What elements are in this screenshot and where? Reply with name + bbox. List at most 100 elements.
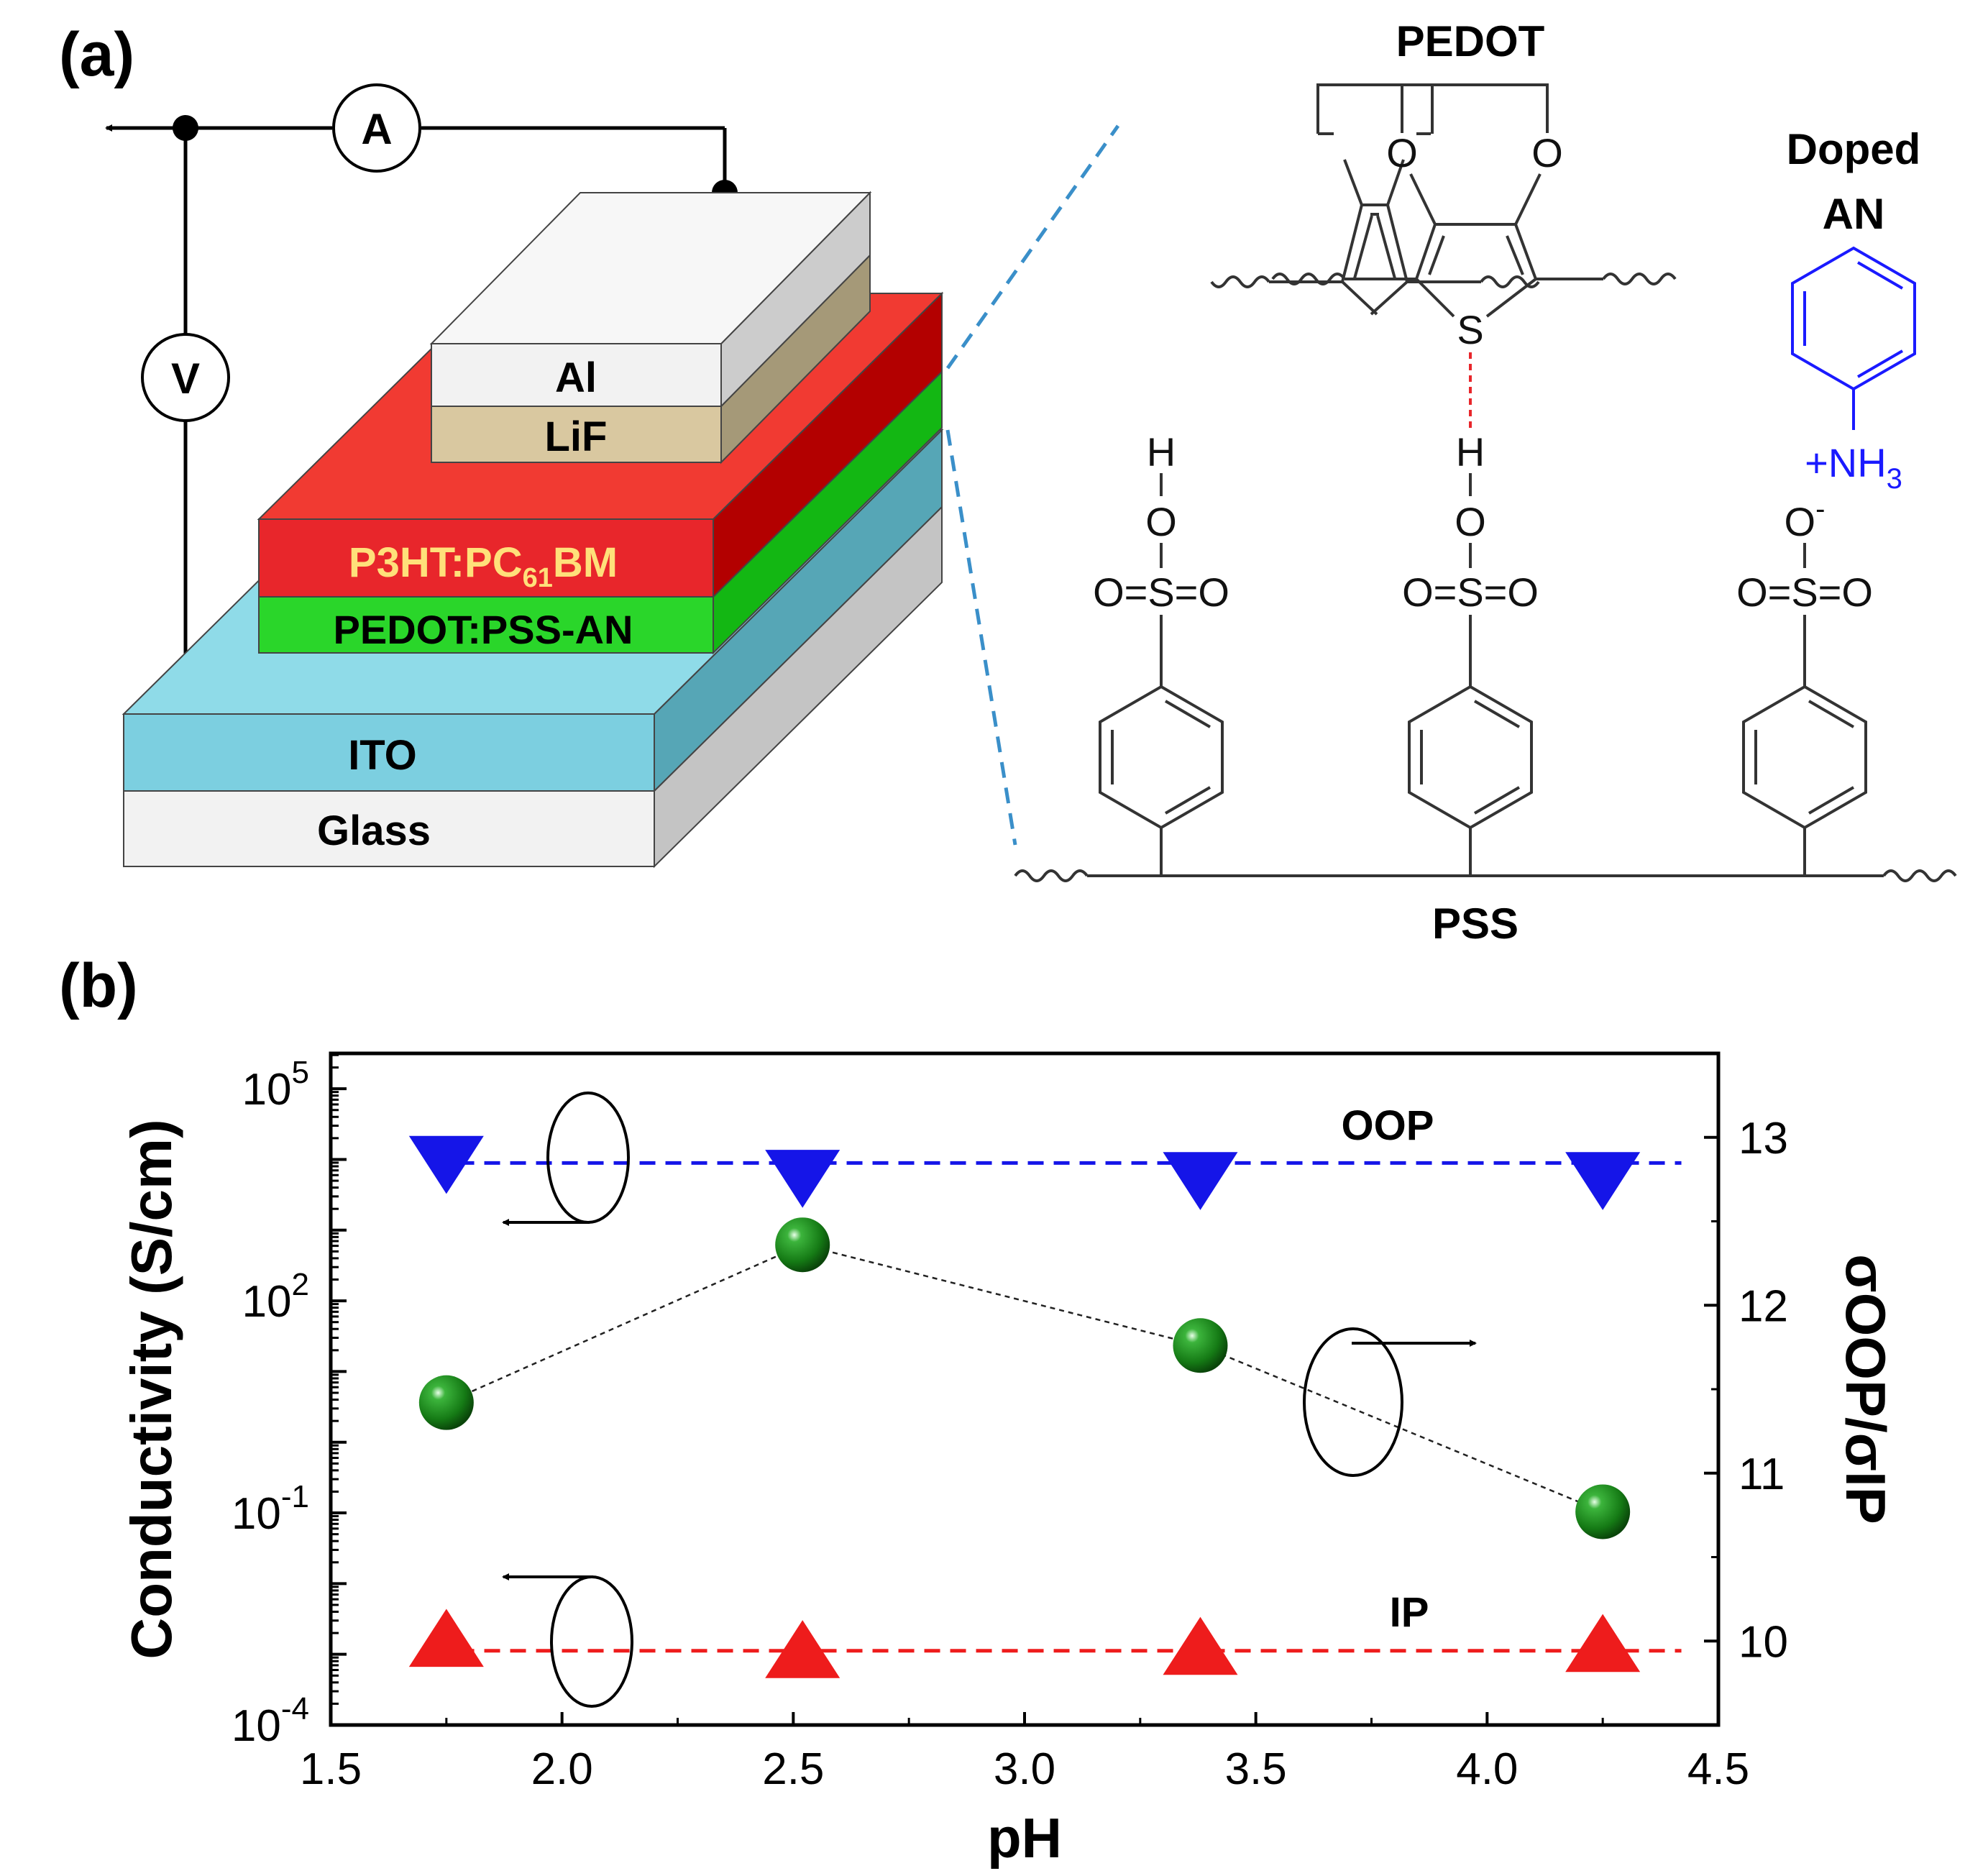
x-tick-label: 1.5 bbox=[300, 1744, 362, 1794]
right-axis-ticks: 10 11 12 13 bbox=[1704, 1114, 1788, 1726]
panel-b-label: (b) bbox=[59, 951, 138, 1020]
pss-right-ring-inner bbox=[1754, 700, 1855, 815]
device-stack bbox=[122, 191, 944, 869]
pss-left-so3: O=S=O bbox=[1093, 569, 1229, 615]
ratio-axis-indicator bbox=[1303, 1327, 1477, 1477]
panel-a-label: (a) bbox=[59, 20, 134, 89]
x-tick-label: 4.5 bbox=[1687, 1744, 1749, 1794]
ito-front-face bbox=[123, 713, 655, 792]
pedot-oxygen-right: O bbox=[1531, 130, 1563, 175]
oop-marker bbox=[765, 1150, 840, 1208]
left-tick-label: 10-4 bbox=[232, 1691, 309, 1751]
left-tick-base: 10 bbox=[242, 1277, 292, 1327]
circuit bbox=[105, 124, 727, 672]
voltmeter-icon bbox=[141, 333, 230, 422]
pedot-label: PEDOT bbox=[1396, 17, 1545, 65]
layer-label-glass: Glass bbox=[317, 807, 431, 854]
ip-marker bbox=[1565, 1614, 1641, 1673]
pedot-structure bbox=[1210, 83, 1540, 316]
oop-marker bbox=[1163, 1152, 1238, 1210]
aniline-ring bbox=[1791, 246, 1916, 430]
ip-marker bbox=[1163, 1616, 1238, 1675]
oop-marker bbox=[1565, 1152, 1641, 1210]
x-tick-label: 4.0 bbox=[1456, 1744, 1518, 1794]
active-front-face bbox=[258, 518, 714, 598]
ratio-marker bbox=[418, 1375, 474, 1430]
left-tick-base: 10 bbox=[232, 1489, 281, 1539]
pss-mid-ring bbox=[1408, 685, 1533, 830]
ratio-marker bbox=[1173, 1318, 1228, 1373]
pss-right-o: O bbox=[1785, 499, 1816, 544]
ammeter-label: A bbox=[361, 105, 392, 153]
left-tick-exp: -1 bbox=[281, 1479, 309, 1514]
al-front-face bbox=[431, 343, 722, 407]
right-tick-label: 11 bbox=[1739, 1450, 1785, 1499]
glass-front-face bbox=[123, 790, 655, 867]
ammonium-label: +NH3 bbox=[1805, 440, 1902, 495]
panel-b: (b) 1.5 2.0 2.5 3.0 3.5 4.0 4.5 10510210-110-4… bbox=[59, 951, 1897, 1870]
ip-axis-indicator bbox=[502, 1573, 633, 1708]
x-tick-label: 3.5 bbox=[1225, 1744, 1287, 1794]
layer-label-active: P3HT:PC61BM bbox=[349, 539, 618, 593]
pss-mid-o: O bbox=[1455, 499, 1486, 544]
pss-label: PSS bbox=[1432, 900, 1519, 948]
pedot-sulfur: S bbox=[1457, 307, 1483, 352]
x-tick-label: 3.0 bbox=[994, 1744, 1055, 1794]
layer-label-al: Al bbox=[555, 354, 597, 401]
data-markers bbox=[408, 1135, 1641, 1678]
zoom-line-lower bbox=[945, 429, 1017, 846]
left-tick-exp: 5 bbox=[292, 1055, 309, 1090]
pss-backbone bbox=[1014, 869, 1957, 882]
left-tick-exp: 2 bbox=[292, 1267, 309, 1302]
voltmeter-label: V bbox=[171, 354, 200, 403]
pedot-oxygen-left: O bbox=[1386, 130, 1418, 175]
left-tick-label: 105 bbox=[242, 1055, 309, 1115]
right-axis-label: σOOP/σIP bbox=[1834, 1254, 1897, 1524]
panel-a: (a) A V bbox=[59, 17, 1957, 948]
x-tick-label: 2.0 bbox=[531, 1744, 593, 1794]
pss-right-ring bbox=[1742, 685, 1867, 830]
layer-label-lif: LiF bbox=[545, 413, 608, 460]
pss-left-ring-inner bbox=[1111, 700, 1211, 815]
nh3-sub: 3 bbox=[1887, 463, 1902, 495]
pss-left-h: H bbox=[1147, 429, 1176, 475]
left-axis-label: Conductivity (S/cm) bbox=[119, 1119, 183, 1659]
ammeter-icon bbox=[332, 83, 421, 173]
left-tick-base: 10 bbox=[242, 1065, 292, 1115]
pss-right-charge: - bbox=[1815, 493, 1825, 525]
ratio-guide-line bbox=[446, 1243, 1603, 1513]
pss-right-so3: O=S=O bbox=[1736, 569, 1873, 615]
annotation-oop: OOP bbox=[1342, 1102, 1434, 1149]
circuit-node-top bbox=[173, 115, 198, 141]
right-tick-label: 12 bbox=[1739, 1281, 1788, 1331]
plot-frame bbox=[329, 1051, 1721, 1727]
left-tick-label: 10-1 bbox=[232, 1479, 309, 1539]
x-axis-label: pH bbox=[987, 1806, 1062, 1870]
ratio-marker bbox=[1575, 1484, 1631, 1539]
oop-marker bbox=[408, 1135, 484, 1194]
zoom-line-upper bbox=[945, 124, 1120, 370]
doped-an-label-line2: AN bbox=[1823, 190, 1885, 238]
x-tick-label: 2.5 bbox=[762, 1744, 824, 1794]
pss-left-o: O bbox=[1145, 499, 1177, 544]
pedot-ring bbox=[1271, 83, 1677, 318]
x-axis-ticks: 1.5 2.0 2.5 3.0 3.5 4.0 4.5 bbox=[300, 1712, 1749, 1794]
ip-marker bbox=[408, 1609, 484, 1667]
doped-an-label-line1: Doped bbox=[1787, 125, 1921, 173]
active-sub: 61 bbox=[523, 563, 553, 593]
pss-mid-ring-inner bbox=[1420, 700, 1521, 815]
pss-mid-so3: O=S=O bbox=[1402, 569, 1539, 615]
htl-front-face bbox=[258, 596, 714, 654]
pss-left-ring bbox=[1099, 685, 1224, 830]
active-tail: BM bbox=[553, 539, 618, 586]
left-tick-label: 102 bbox=[242, 1267, 309, 1327]
left-tick-base: 10 bbox=[232, 1701, 281, 1751]
active-main: P3HT:PC bbox=[349, 539, 523, 586]
nh3-main: +NH bbox=[1805, 440, 1887, 485]
oop-axis-indicator bbox=[502, 1092, 630, 1226]
right-tick-label: 13 bbox=[1739, 1114, 1788, 1163]
right-tick-label: 10 bbox=[1739, 1617, 1788, 1667]
ratio-marker bbox=[775, 1217, 830, 1273]
